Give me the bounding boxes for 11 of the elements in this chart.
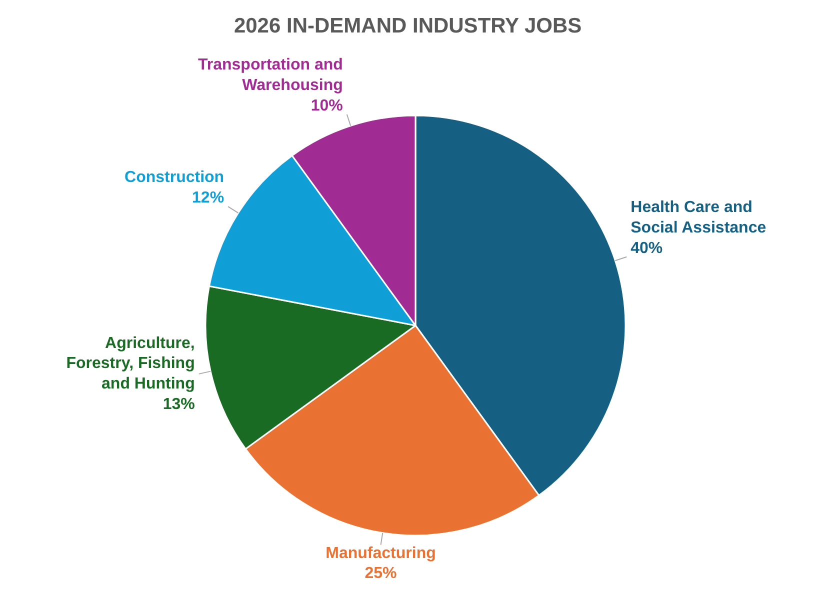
slice-label: Transportation and Warehousing xyxy=(198,56,343,94)
data-label: 40% xyxy=(630,240,663,257)
data-label: 12% xyxy=(192,190,224,207)
data-label: 25% xyxy=(364,565,397,582)
data-label: 13% xyxy=(162,396,195,414)
data-label: 10% xyxy=(310,97,343,114)
slice-label: Manufacturing xyxy=(326,544,436,562)
chart-title: 2026 IN-DEMAND INDUSTRY JOBS xyxy=(234,14,582,38)
slice-label: Construction xyxy=(124,169,224,186)
slice-label: Health Care and Social Assistance xyxy=(630,199,766,236)
slice-label: Agriculture, Forestry, Fishing and Hunting xyxy=(66,334,195,393)
